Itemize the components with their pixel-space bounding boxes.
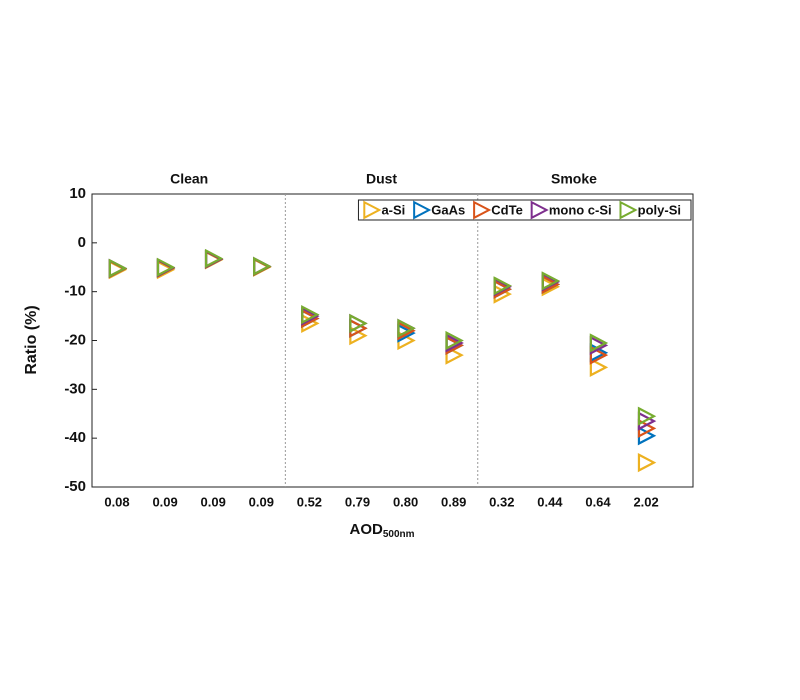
- legend-label: poly-Si: [638, 202, 681, 217]
- group-label: Dust: [366, 171, 397, 187]
- x-tick-label: 2.02: [633, 494, 658, 509]
- group-label: Clean: [170, 171, 208, 187]
- x-tick-label: 0.32: [489, 494, 514, 509]
- legend-label: GaAs: [431, 202, 465, 217]
- x-tick-label: 0.79: [345, 494, 370, 509]
- x-label-main: AOD: [349, 521, 383, 538]
- group-label: Smoke: [551, 171, 597, 187]
- legend-box: [357, 199, 692, 221]
- marker: [493, 276, 512, 296]
- marker: [349, 313, 368, 334]
- legend-label: a-Si: [381, 202, 405, 217]
- x-tick-label: 0.44: [537, 494, 563, 509]
- legend: a-Si GaAs CdTe mono c-Si poly-Si: [357, 199, 692, 221]
- legend-marker: [413, 200, 432, 220]
- x-axis-label: AOD500nm: [349, 521, 414, 540]
- marker: [156, 257, 176, 277]
- marker: [637, 452, 657, 473]
- marker: [589, 345, 609, 365]
- x-tick-label: 0.09: [249, 494, 274, 509]
- y-tick-label: -40: [64, 429, 86, 446]
- legend-marker: [530, 200, 549, 220]
- x-tick-label: 0.80: [393, 494, 418, 509]
- y-tick-label: -50: [64, 478, 86, 495]
- marker: [445, 345, 464, 365]
- x-tick-label: 0.08: [104, 494, 129, 509]
- legend-marker: [619, 200, 638, 220]
- y-tick-label: 0: [78, 234, 86, 251]
- marker: [397, 318, 416, 338]
- y-tick-label: 10: [69, 185, 86, 202]
- x-tick-label: 0.52: [297, 494, 322, 509]
- x-tick-label: 0.09: [201, 494, 226, 509]
- x-tick-label: 0.64: [585, 494, 611, 509]
- marker: [301, 305, 320, 325]
- legend-label: mono c-Si: [549, 202, 612, 217]
- x-tick-label: 0.89: [441, 494, 466, 509]
- marker: [637, 406, 657, 426]
- marker: [589, 333, 609, 353]
- legend-label: CdTe: [491, 202, 523, 217]
- x-tick-label: 0.09: [152, 494, 177, 509]
- marker: [204, 248, 224, 269]
- y-tick-label: -30: [64, 380, 86, 397]
- y-tick-label: -10: [64, 283, 86, 300]
- x-label-subscript: 500nm: [383, 529, 415, 540]
- marker: [541, 271, 561, 291]
- marker: [108, 258, 128, 278]
- marker: [253, 256, 272, 276]
- marker: [589, 357, 609, 377]
- marker: [445, 330, 464, 351]
- legend-marker: [473, 200, 492, 220]
- y-axis-label: Ratio (%): [23, 305, 40, 374]
- legend-marker: [363, 200, 382, 220]
- y-tick-label: -20: [64, 331, 86, 348]
